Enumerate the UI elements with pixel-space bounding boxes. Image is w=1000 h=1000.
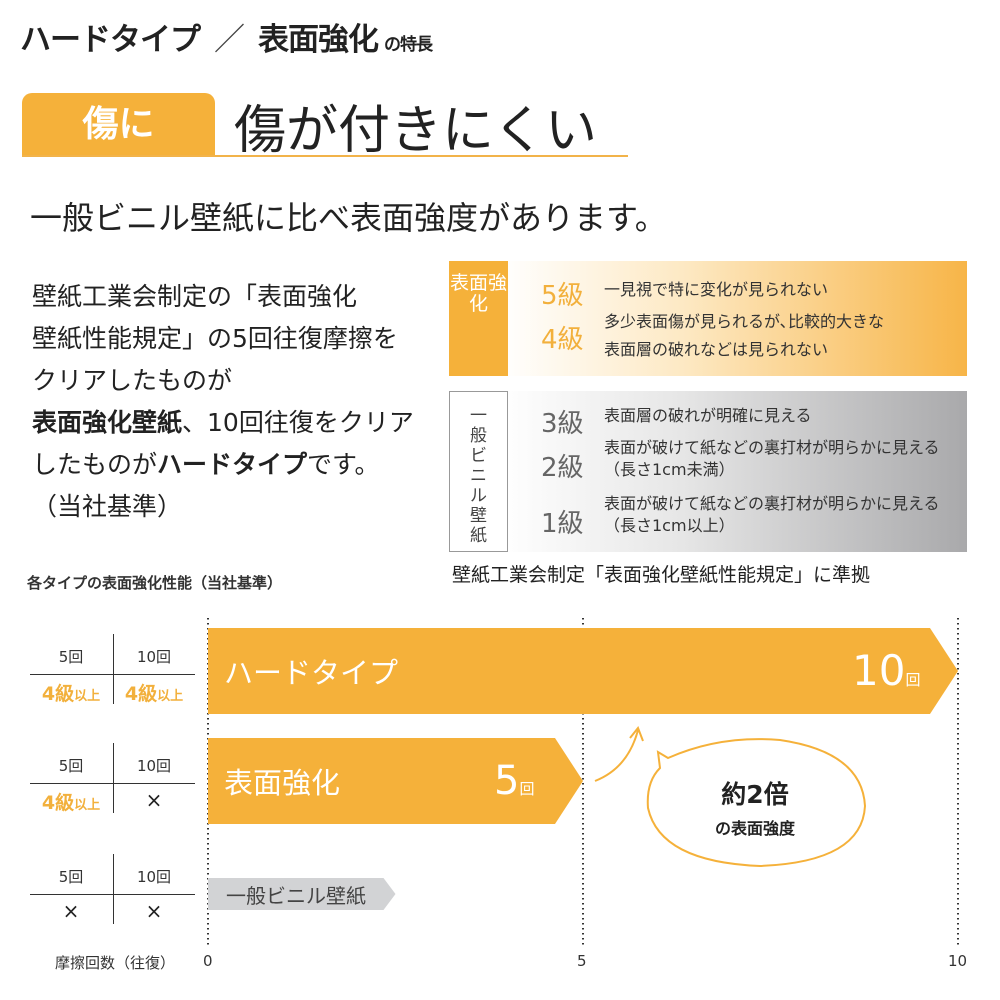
data-label-unit: 回 xyxy=(519,780,535,798)
grade-caption: 壁紙工業会制定「表面強化壁紙性能規定」に準拠 xyxy=(452,564,871,586)
grade-box-surface: 表面強化 5級 一見視で特に変化が見られない 4級 多少表面傷が見られるが､比較… xyxy=(449,261,967,376)
x-axis-label: 摩擦回数（往復） xyxy=(55,954,176,972)
annotation-main: 約2倍 xyxy=(721,780,789,809)
grade-desc: 多少表面傷が見られるが､比較的大きな xyxy=(604,312,885,331)
table-value: × xyxy=(62,899,80,923)
data-label-value: 5 xyxy=(494,758,520,804)
x-tick-label: 5 xyxy=(577,952,587,970)
headline: 傷が付きにくい xyxy=(234,101,597,161)
bar-1 xyxy=(208,738,583,824)
para-line: です。 xyxy=(307,450,380,479)
description-paragraph: 壁紙工業会制定の「表面強化 壁紙性能規定」の5回往復摩擦を クリアしたものが 表… xyxy=(32,276,452,528)
title-suffix: の特長 xyxy=(384,35,433,55)
grade-desc: 表面層の破れが明確に見える xyxy=(604,406,812,425)
grade-desc: 表面が破けて紙などの裏打材が明らかに見える xyxy=(604,494,940,513)
bar-label-hard: ハードタイプ xyxy=(224,656,399,690)
arrow-curve xyxy=(594,729,639,782)
speech-bubble xyxy=(646,738,867,868)
table-header: 10回 xyxy=(136,757,172,775)
bar-2 xyxy=(208,878,396,910)
para-line: （当社基準） xyxy=(32,492,183,521)
performance-table: 5回 10回 × × xyxy=(30,854,195,936)
performance-table: 5回 10回 4級以上 4級以上 xyxy=(30,634,195,716)
para-line: 壁紙性能規定」の5回往復摩擦を xyxy=(32,324,398,353)
grade-box-label: 表面強化 xyxy=(449,261,508,376)
table-header: 5回 xyxy=(58,648,84,666)
section-underline xyxy=(22,155,628,157)
table-value: × xyxy=(145,788,163,812)
grade-desc: （長さ1cm以上） xyxy=(604,516,735,535)
table-value: × xyxy=(145,899,163,923)
data-label-unit: 回 xyxy=(905,671,921,689)
x-tick-label: 0 xyxy=(203,952,213,970)
section-tab: 傷に xyxy=(22,93,215,157)
divider xyxy=(30,894,195,895)
annotation-sub: の表面強度 xyxy=(714,819,795,838)
grade: 5級 xyxy=(541,281,584,311)
data-label-surface: 5回 xyxy=(494,758,534,804)
grade-desc: （長さ1cm未満） xyxy=(604,460,735,479)
divider xyxy=(113,854,114,924)
table-value: 4級 xyxy=(41,683,75,705)
title-slash: ／ xyxy=(214,22,245,58)
bar-label-surface: 表面強化 xyxy=(224,766,341,800)
grade-box-label: 一般ビニル壁紙 xyxy=(449,391,508,552)
x-tick-label: 10 xyxy=(948,952,968,970)
bar-0 xyxy=(208,628,958,714)
table-header: 5回 xyxy=(58,757,84,775)
grade: 2級 xyxy=(541,453,584,483)
table-value: 4級 xyxy=(41,792,75,814)
grade: 4級 xyxy=(541,325,584,355)
para-line: したものが xyxy=(32,450,158,479)
title-hard-type: ハードタイプ xyxy=(20,22,201,58)
bar-label-vinyl: 一般ビニル壁紙 xyxy=(226,884,366,908)
data-label-value: 10 xyxy=(852,646,906,695)
grade-desc: 表面層の破れなどは見られない xyxy=(604,340,829,359)
para-line: クリアしたものが xyxy=(32,366,233,395)
annotation-bubble-text: 約2倍 の表面強度 xyxy=(700,775,810,839)
divider xyxy=(113,634,114,704)
arrow-head-icon xyxy=(629,726,644,742)
chart-title: 各タイプの表面強化性能（当社基準） xyxy=(27,574,283,592)
table-value-sub: 以上 xyxy=(157,689,184,704)
table-header: 10回 xyxy=(136,868,172,886)
title-surface: 表面強化 xyxy=(258,22,379,58)
page-title: ハードタイプ ／ 表面強化 の特長 xyxy=(20,14,433,59)
table-header: 5回 xyxy=(58,868,84,886)
grade: 3級 xyxy=(541,409,584,439)
divider xyxy=(30,674,195,675)
para-line: 、10回往復をクリア xyxy=(182,408,414,437)
grade-box-vinyl: 一般ビニル壁紙 3級 表面層の破れが明確に見える 2級 表面が破けて紙などの裏打… xyxy=(449,391,967,552)
divider xyxy=(30,783,195,784)
para-bold: 表面強化壁紙 xyxy=(32,408,183,437)
table-value-sub: 以上 xyxy=(74,798,101,813)
grade-desc: 表面が破けて紙などの裏打材が明らかに見える xyxy=(604,438,940,457)
para-line: 壁紙工業会制定の「表面強化 xyxy=(32,282,358,311)
grade: 1級 xyxy=(541,509,584,539)
table-value: 4級 xyxy=(124,683,158,705)
table-header: 10回 xyxy=(136,648,172,666)
data-label-hard: 10回 xyxy=(852,646,920,695)
grade-desc: 一見視で特に変化が見られない xyxy=(604,280,829,299)
divider xyxy=(113,743,114,813)
table-value-sub: 以上 xyxy=(74,689,101,704)
performance-table: 5回 10回 4級以上 × xyxy=(30,743,195,825)
para-bold: ハードタイプ xyxy=(157,450,308,479)
lead-text: 一般ビニル壁紙に比べ表面強度があります。 xyxy=(30,199,667,237)
